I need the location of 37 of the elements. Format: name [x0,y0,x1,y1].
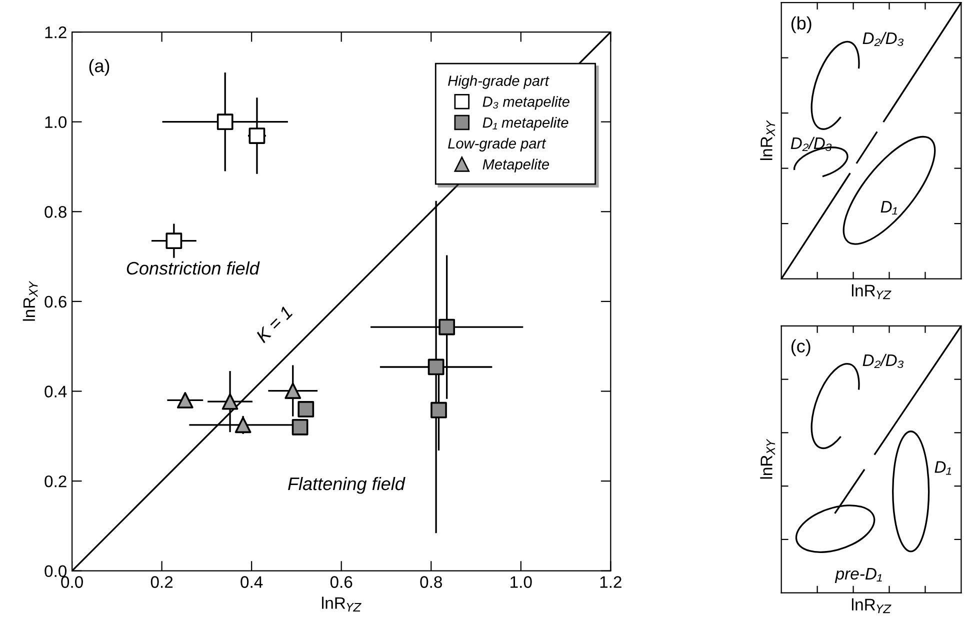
text: lnR$_{YZ}$ [852,284,892,300]
text: (c) [791,339,810,356]
legend-label: D₃ metapelite [482,96,570,110]
annotation: High-grade part [448,75,550,89]
y-tick-label: 0.0 [44,565,67,578]
y-tick-label: 0.4 [44,386,67,398]
text: D₁ [880,201,898,214]
text: (b) [791,16,812,34]
y-tick-label: 0.2 [44,475,66,488]
text: D₂/D₃ [862,32,904,46]
text: pre-D₁ [834,568,882,583]
text: (a) [89,58,110,76]
y-tick-label: 1.2 [45,26,66,38]
annotation: Constriction field [126,261,260,275]
text: D₂/D₃ [790,136,832,152]
y-tick-label: 0.6 [44,296,66,308]
y-axis-title: lnR$_{XY}$ [22,280,38,321]
x-tick-label: 1.2 [600,576,622,588]
legend-label: D₁ metapelite [482,117,568,131]
x-tick-label: 0.6 [330,576,352,588]
text: D₁ [934,461,952,475]
y-tick-label: 1.0 [45,116,67,128]
x-tick-label: 0.4 [240,576,263,588]
text: lnR$_{YZ}$ [852,598,892,614]
annotation: Flattening field [288,476,406,494]
x-axis-title: lnR$_{YZ}$ [322,596,362,612]
y-tick-label: 0.8 [44,206,66,218]
x-tick-label: 0.8 [420,576,442,588]
annotation: Low-grade part [448,138,546,152]
text: lnR$_{XY}$ [760,120,775,160]
text: D₂/D₃ [862,354,904,368]
x-tick-label: 0.0 [61,576,83,588]
x-tick-label: 0.2 [150,576,173,588]
legend-label: Metapelite [482,158,550,172]
x-tick-label: 1.0 [510,576,532,588]
annotation: K = 1 [255,306,293,344]
text: lnR$_{XY}$ [760,438,775,479]
